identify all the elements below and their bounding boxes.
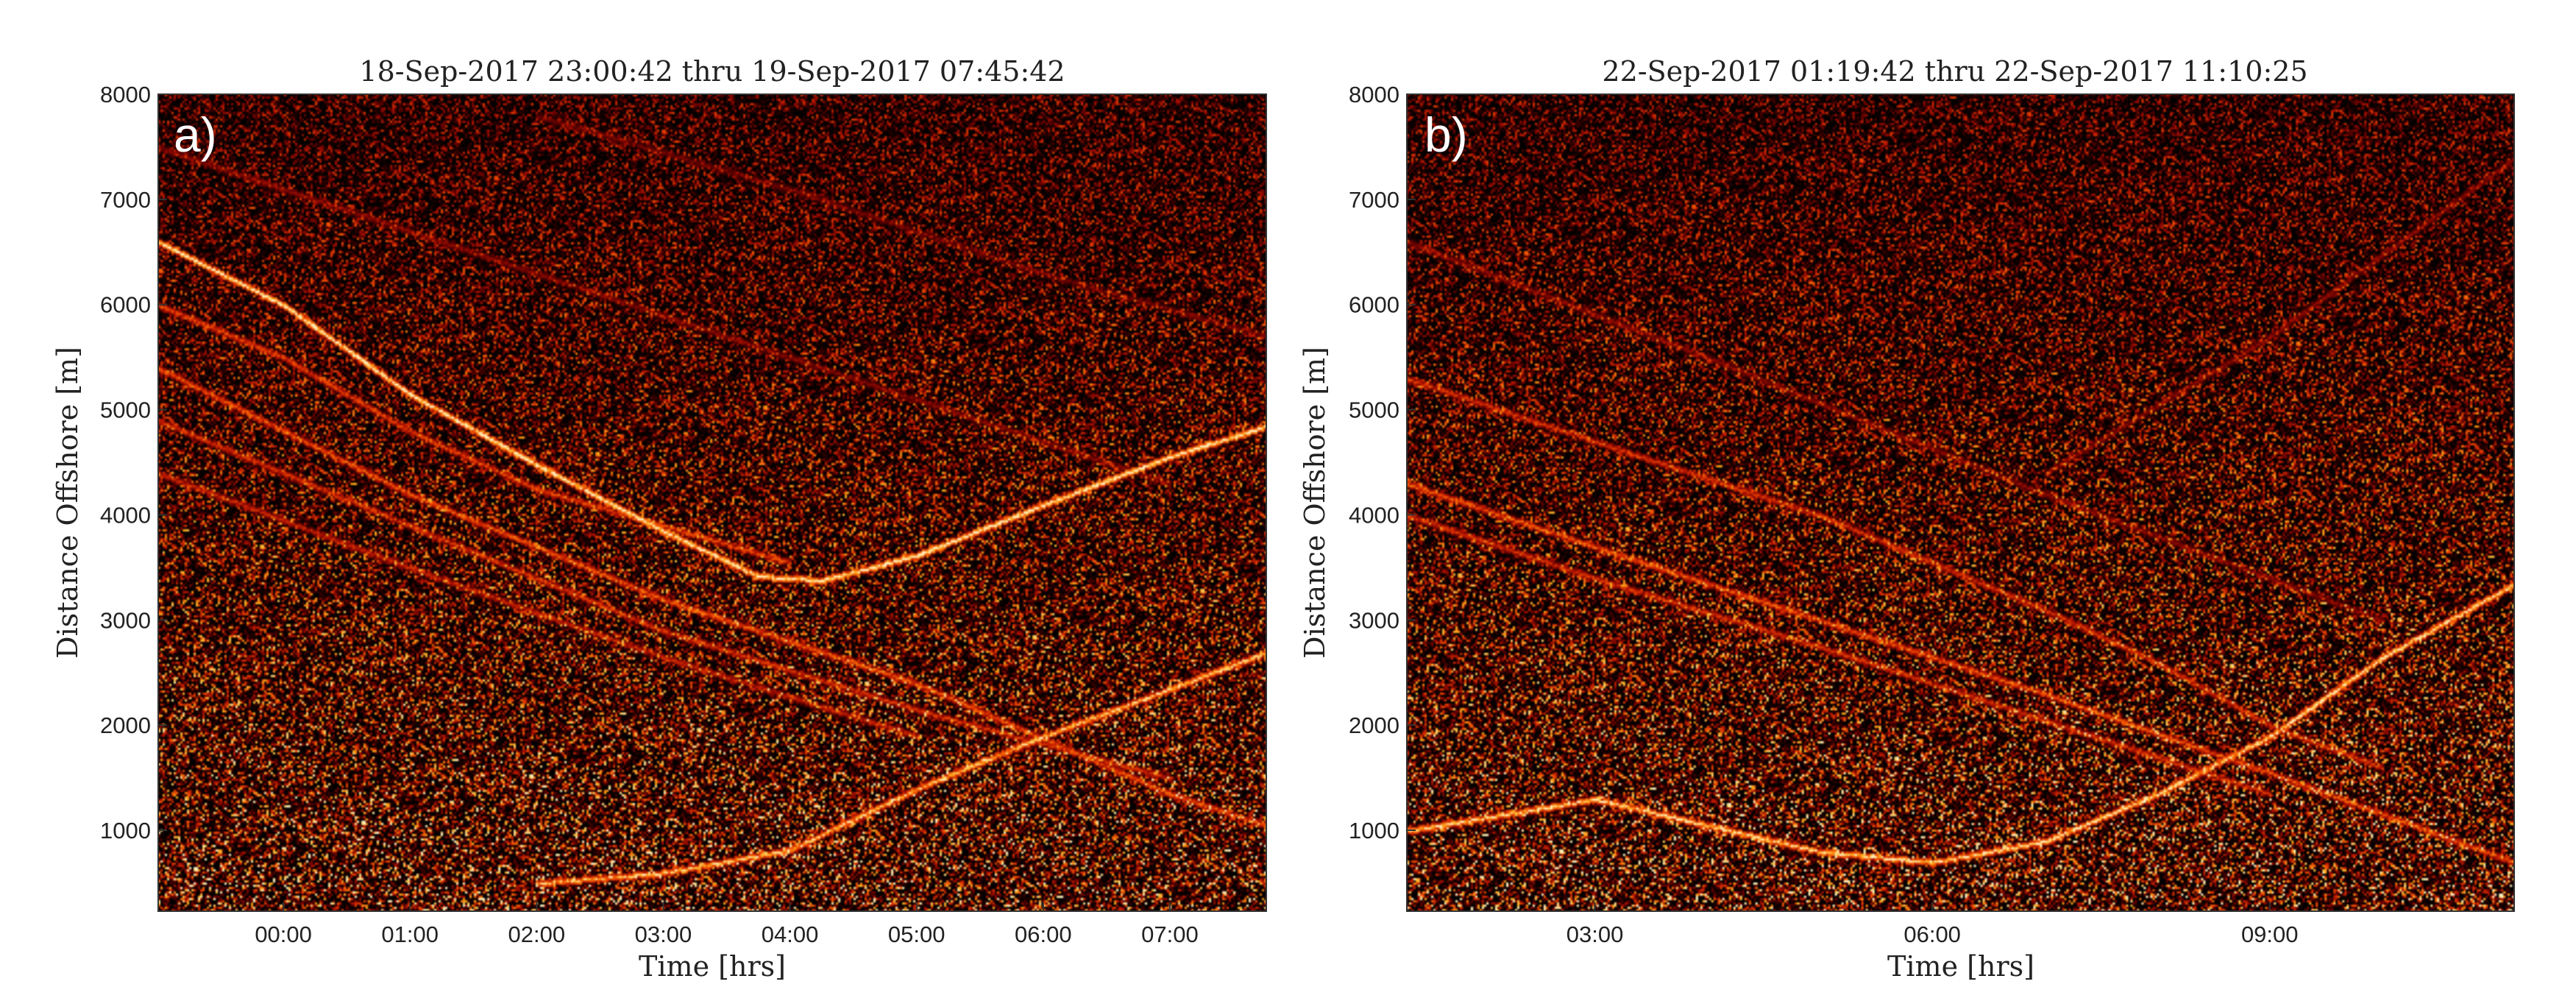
y-tick-label: 1000	[100, 818, 151, 843]
y-axis-label: Distance Offshore [m]	[1299, 347, 1331, 659]
x-tick-label: 02:00	[508, 921, 566, 947]
plot-area: b)	[1406, 93, 2515, 912]
x-axis-label: Time [hrs]	[1887, 950, 2034, 983]
y-tick-label: 6000	[100, 292, 151, 318]
plot-frame	[157, 93, 1267, 912]
chart-panel-b: 22-Sep-2017 01:19:42 thru 22-Sep-2017 11…	[1299, 55, 2515, 983]
y-tick-label: 8000	[1349, 82, 1399, 107]
heatmap-image	[158, 94, 1266, 911]
y-tick-label: 7000	[100, 187, 151, 213]
x-tick-label: 05:00	[888, 921, 945, 947]
y-tick-label: 4000	[1349, 502, 1399, 528]
y-axis-ticks: 1000 2000 3000 4000 5000 6000 7000 8000	[100, 82, 167, 843]
y-tick-label: 2000	[1349, 712, 1399, 738]
chart-title: 22-Sep-2017 01:19:42 thru 22-Sep-2017 11…	[1602, 55, 2307, 88]
y-tick-label: 2000	[100, 712, 151, 738]
y-axis-label: Distance Offshore [m]	[52, 347, 84, 659]
chart-panel-a: 18-Sep-2017 23:00:42 thru 19-Sep-2017 07…	[52, 55, 1267, 983]
y-tick-label: 8000	[100, 82, 151, 107]
x-axis-label: Time [hrs]	[639, 950, 786, 983]
y-axis-ticks: 1000 2000 3000 4000 5000 6000 7000 8000	[1349, 82, 1416, 843]
x-tick-label: 00:00	[255, 921, 312, 947]
x-tick-label: 09:00	[2241, 921, 2299, 947]
y-tick-label: 1000	[1349, 818, 1399, 843]
x-axis-ticks: 00:00 01:00 02:00 03:00 04:00 05:00 06:00 07:00	[255, 902, 1199, 947]
y-tick-label: 5000	[1349, 397, 1399, 423]
x-axis-ticks: 03:00 06:00 09:00	[1566, 902, 2299, 947]
y-tick-label: 4000	[100, 502, 151, 528]
heatmap-image	[1407, 94, 2514, 911]
x-tick-label: 04:00	[762, 921, 819, 947]
x-tick-label: 07:00	[1141, 921, 1199, 947]
x-tick-label: 06:00	[1903, 921, 1961, 947]
plot-frame	[1406, 93, 2515, 912]
y-tick-label: 7000	[1349, 187, 1399, 213]
y-tick-label: 3000	[1349, 607, 1399, 633]
y-tick-label: 3000	[100, 607, 151, 633]
panel-label: b)	[1424, 107, 1468, 162]
y-tick-label: 5000	[100, 397, 151, 423]
x-tick-label: 01:00	[381, 921, 439, 947]
y-tick-label: 6000	[1349, 292, 1399, 318]
x-tick-label: 03:00	[1566, 921, 1624, 947]
x-tick-label: 06:00	[1015, 921, 1072, 947]
chart-title: 18-Sep-2017 23:00:42 thru 19-Sep-2017 07…	[359, 55, 1065, 88]
panel-label: a)	[174, 107, 217, 162]
plot-area: a)	[157, 93, 1267, 912]
x-tick-label: 03:00	[635, 921, 692, 947]
